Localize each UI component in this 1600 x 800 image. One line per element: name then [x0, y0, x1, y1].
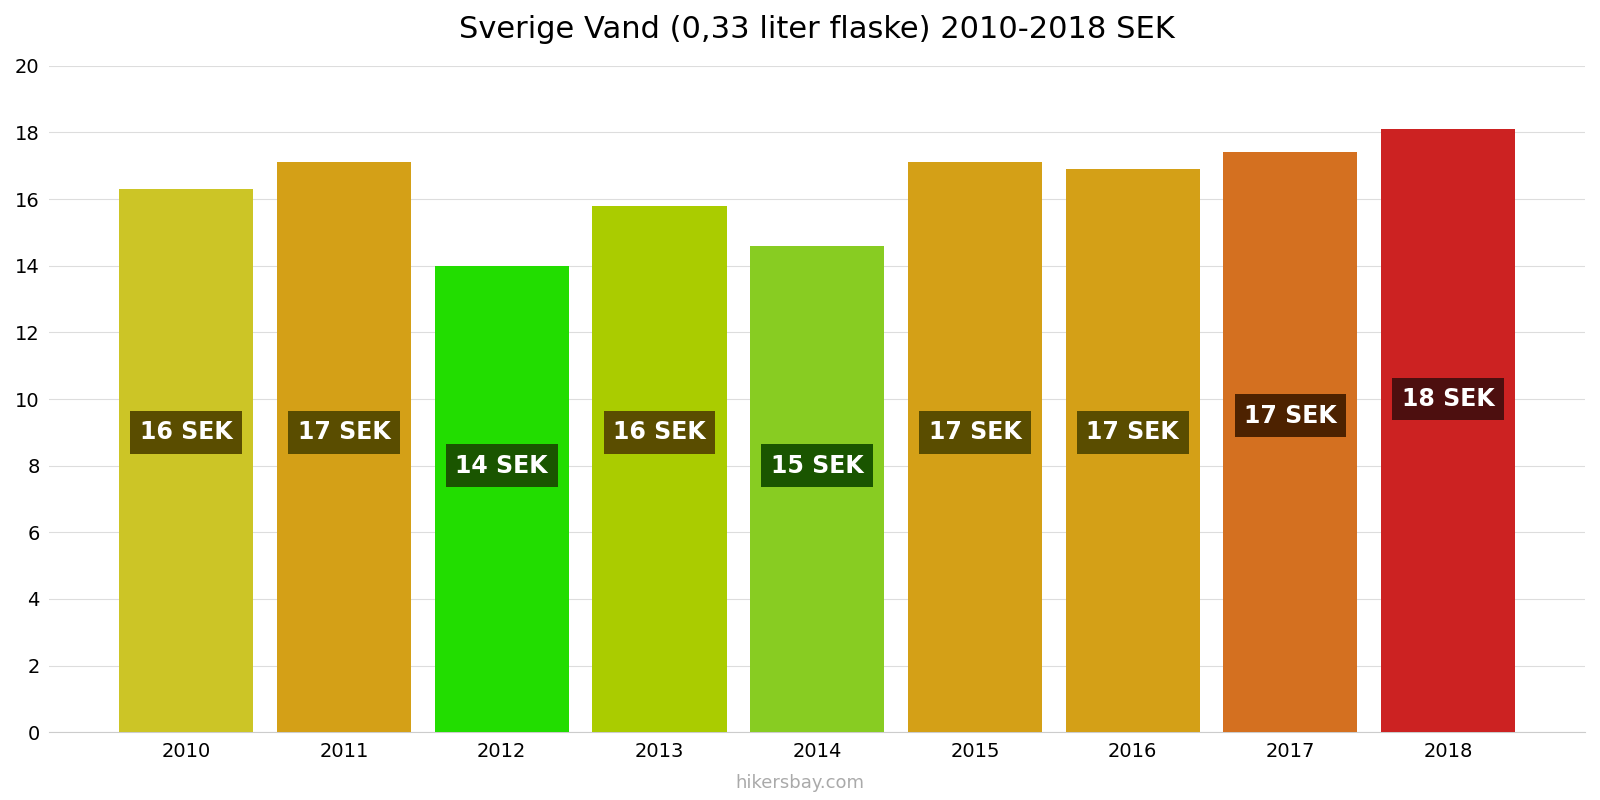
Text: hikersbay.com: hikersbay.com	[736, 774, 864, 792]
Bar	[277, 162, 411, 732]
Text: 17 SEK: 17 SEK	[1245, 404, 1338, 428]
Text: 16 SEK: 16 SEK	[613, 420, 706, 444]
Text: 17 SEK: 17 SEK	[1086, 420, 1179, 444]
Text: 16 SEK: 16 SEK	[139, 420, 232, 444]
Text: 17 SEK: 17 SEK	[298, 420, 390, 444]
Text: 18 SEK: 18 SEK	[1402, 387, 1494, 411]
Bar	[1381, 129, 1515, 732]
Bar	[592, 206, 726, 732]
Bar	[120, 189, 253, 732]
Text: 17 SEK: 17 SEK	[928, 420, 1021, 444]
Bar	[750, 246, 885, 732]
Title: Sverige Vand (0,33 liter flaske) 2010-2018 SEK: Sverige Vand (0,33 liter flaske) 2010-20…	[459, 15, 1174, 44]
Bar	[1224, 153, 1357, 732]
Text: 14 SEK: 14 SEK	[456, 454, 549, 478]
Bar	[1066, 169, 1200, 732]
Bar	[435, 266, 570, 732]
Bar	[907, 162, 1042, 732]
Text: 15 SEK: 15 SEK	[771, 454, 864, 478]
